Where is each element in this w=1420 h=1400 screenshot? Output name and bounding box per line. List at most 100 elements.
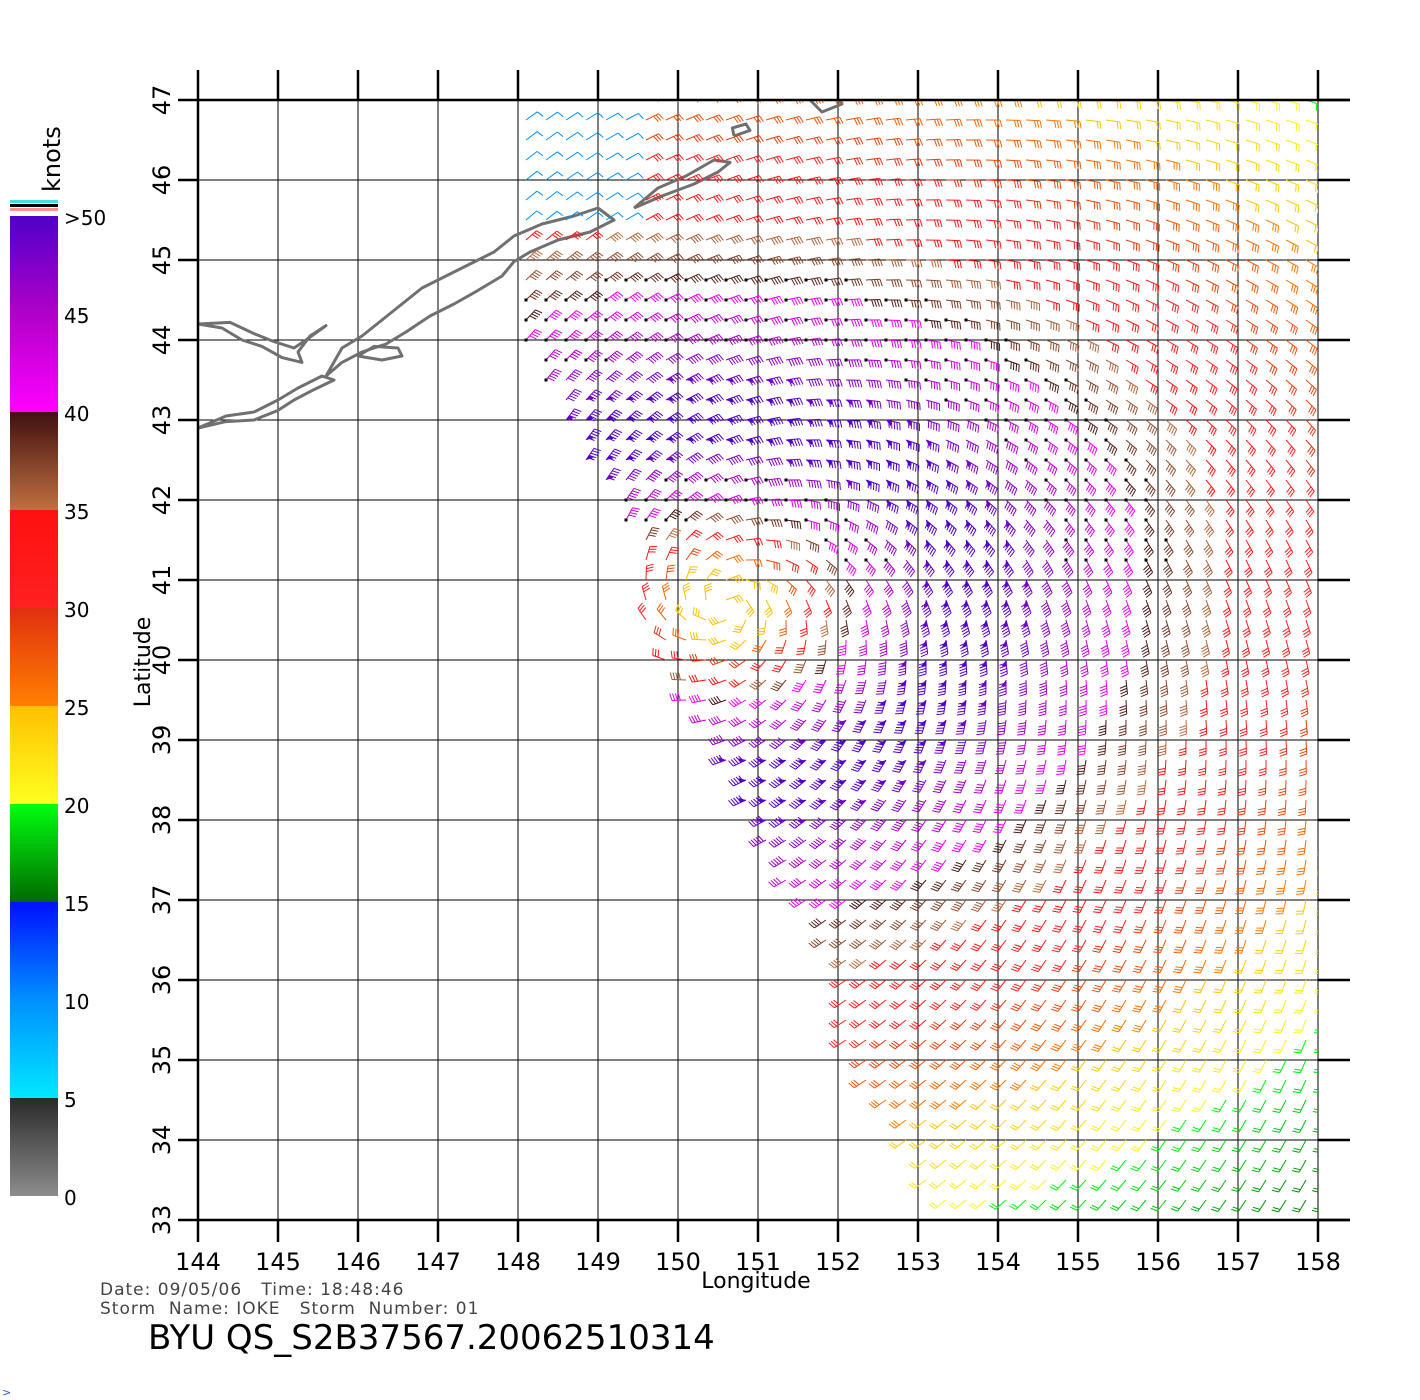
wind-barb — [911, 819, 927, 833]
wind-barb — [605, 112, 624, 121]
wind-barb — [888, 1059, 907, 1070]
wind-barb — [865, 218, 884, 227]
wind-barb — [1081, 619, 1091, 638]
wind-barb — [705, 353, 724, 365]
wind-barb — [1223, 579, 1233, 598]
wind-barb — [1326, 420, 1336, 437]
wind-barb — [888, 1099, 907, 1109]
wind-barb — [992, 839, 1007, 853]
wind-barb — [1262, 599, 1272, 618]
wind-barb — [1183, 539, 1194, 558]
wind-barb — [765, 235, 784, 245]
wind-barb — [1185, 459, 1197, 477]
wind-barb — [950, 939, 967, 952]
wind-barb — [1211, 1079, 1227, 1093]
wind-barb — [829, 817, 847, 831]
wind-barb — [1140, 639, 1150, 658]
wind-barb — [1265, 119, 1280, 132]
wind-barb — [565, 250, 584, 262]
wind-barb — [983, 539, 996, 558]
wind-barb — [1256, 859, 1267, 875]
wind-barb — [1237, 779, 1247, 797]
wind-barb — [688, 694, 707, 704]
wind-barb — [1231, 1119, 1247, 1133]
wind-barb — [725, 434, 744, 446]
wind-barb — [665, 352, 684, 364]
wind-barb — [605, 132, 624, 141]
wind-barb — [921, 579, 934, 598]
wind-barb — [725, 234, 744, 245]
wind-barb — [928, 1199, 947, 1209]
wind-barb — [805, 579, 816, 597]
wind-barb — [892, 759, 907, 773]
wind-barb — [1065, 179, 1082, 190]
wind-barb — [891, 779, 907, 793]
wind-barb — [1054, 799, 1067, 814]
wind-barb — [1272, 1119, 1287, 1133]
wind-barb — [1084, 518, 1095, 538]
wind-barb — [1314, 1009, 1318, 1014]
wind-barb — [945, 139, 963, 147]
wind-barb — [1153, 939, 1167, 954]
wind-barb — [585, 231, 604, 241]
wind-barb — [1285, 1219, 1286, 1220]
wind-barb — [1125, 100, 1142, 110]
wind-barb — [1072, 899, 1087, 914]
wind-barb — [1093, 879, 1107, 894]
wind-barb — [1113, 899, 1127, 914]
wind-barb — [1292, 1139, 1307, 1153]
wind-barb — [788, 816, 807, 829]
wind-barb — [925, 138, 943, 147]
wind-barb — [1170, 1159, 1187, 1172]
wind-barb — [948, 1199, 967, 1210]
wind-barb — [1181, 599, 1192, 618]
wind-barb — [1025, 279, 1041, 291]
wind-barb — [1238, 759, 1247, 777]
wind-barb — [604, 330, 624, 342]
wind-barb — [645, 252, 664, 263]
wind-barb — [809, 817, 827, 830]
wind-barb — [925, 459, 940, 474]
wind-barb — [1165, 419, 1178, 436]
wind-barb — [584, 350, 603, 363]
wind-barb — [745, 175, 764, 184]
wind-barb — [851, 739, 867, 753]
wind-barb — [980, 619, 991, 638]
wind-barb — [768, 816, 787, 828]
wind-barb — [1145, 319, 1159, 334]
wind-barb — [1051, 919, 1067, 933]
wind-barb — [525, 250, 543, 261]
wind-barb — [1280, 699, 1289, 718]
wind-barb — [644, 292, 664, 303]
wind-barb — [1205, 159, 1220, 172]
wind-barb — [933, 759, 947, 774]
colorbar-tick-label: 45 — [64, 304, 89, 328]
wind-barb — [1080, 639, 1090, 658]
wind-barb — [904, 358, 922, 370]
wind-barb — [1259, 719, 1268, 737]
wind-barb — [829, 778, 847, 791]
wind-barb — [1313, 1029, 1318, 1034]
wind-barb — [1155, 819, 1167, 835]
wind-barb — [928, 1139, 947, 1150]
wind-barb — [1173, 959, 1187, 974]
wind-barb — [870, 818, 887, 832]
wind-barb — [895, 699, 907, 715]
wind-barb — [1125, 219, 1140, 232]
wind-barb — [1070, 1059, 1087, 1072]
wind-barb — [1105, 399, 1119, 415]
wind-barb — [1265, 159, 1280, 173]
wind-barb — [998, 679, 1007, 697]
wind-barb — [1130, 1119, 1147, 1132]
wind-barb — [1165, 159, 1181, 171]
wind-barb — [852, 719, 867, 733]
wind-barb — [1320, 720, 1327, 737]
wind-barb — [1278, 759, 1287, 777]
wind-barb — [890, 839, 907, 852]
wind-barb — [1145, 1219, 1146, 1220]
wind-barb — [774, 639, 787, 654]
wind-barb — [764, 518, 783, 528]
wind-barb — [980, 599, 992, 618]
wind-barb — [1001, 579, 1013, 598]
wind-barb — [844, 318, 863, 327]
